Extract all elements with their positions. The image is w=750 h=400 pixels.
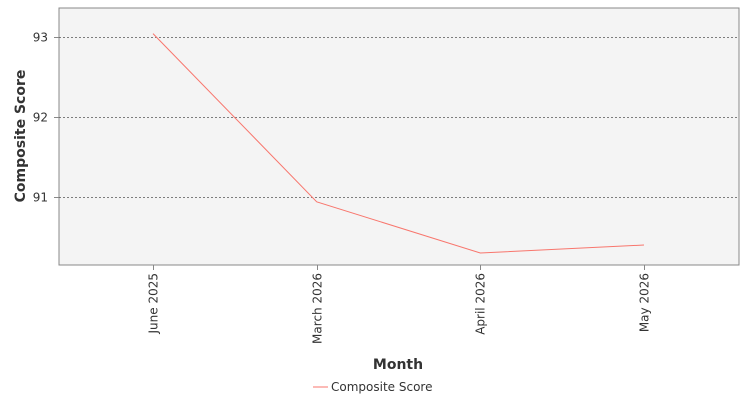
grid-lines xyxy=(59,37,739,198)
y-tick-label: 91 xyxy=(33,191,48,205)
y-axis: 91 92 93 xyxy=(33,31,59,205)
x-tick-label: May 2026 xyxy=(638,273,652,332)
legend: Composite Score xyxy=(313,380,432,394)
x-tick-label: March 2026 xyxy=(311,273,325,344)
x-tick-label: April 2026 xyxy=(474,273,488,335)
x-tick-label: June 2025 xyxy=(147,273,161,335)
series-layer xyxy=(152,33,645,254)
y-tick-label: 93 xyxy=(33,31,48,45)
legend-label: Composite Score xyxy=(331,380,432,394)
series-line xyxy=(152,33,645,254)
plot-area xyxy=(58,7,740,266)
y-tick-label: 92 xyxy=(33,111,48,125)
x-axis: June 2025 March 2026 April 2026 May 2026 xyxy=(147,265,652,344)
x-axis-title: Month xyxy=(373,357,423,373)
y-axis-title: Composite Score xyxy=(13,70,29,203)
